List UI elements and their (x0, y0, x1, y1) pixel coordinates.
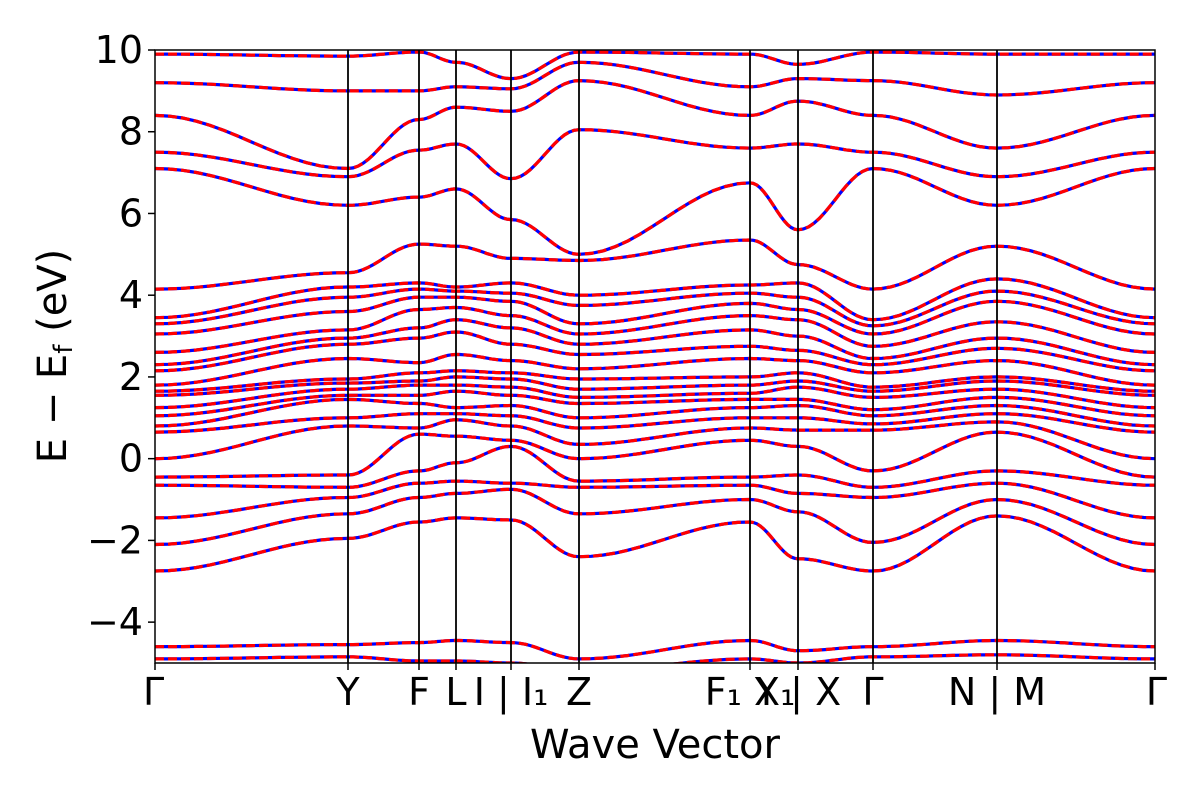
band-line-red (155, 638, 1155, 661)
x-tick-label: L (445, 670, 466, 714)
y-axis-label-main: E − E (30, 354, 76, 464)
x-tick-label: Γ (1146, 670, 1167, 714)
band-line-red (155, 50, 1155, 81)
band-line-blue (155, 287, 1155, 328)
bands-layer (155, 50, 1155, 663)
x-tick-label: Y | X (754, 670, 841, 715)
y-tick-label: −4 (87, 600, 143, 644)
band-line-red (155, 430, 1155, 479)
high-symmetry-lines (347, 50, 998, 663)
y-tick-label: 2 (119, 355, 143, 399)
band-line-red (155, 444, 1155, 489)
x-tick-label: F₁ X₁ (705, 670, 795, 714)
y-tick-label: 8 (119, 110, 143, 154)
band-line-blue (155, 166, 1155, 256)
x-tick-label: N | M (948, 670, 1046, 715)
band-line-blue (155, 514, 1155, 573)
band-line-red (155, 60, 1155, 97)
y-axis-label: E − Ef (eV) (30, 249, 79, 464)
x-tick-label: Z (566, 670, 592, 714)
y-tick-label: −2 (87, 518, 143, 562)
y-tick-label: 4 (119, 273, 143, 317)
y-tick-label: 0 (119, 437, 143, 481)
x-tick-label: I | I₁ (474, 670, 549, 715)
band-line-red (155, 128, 1155, 181)
band-line-red (155, 375, 1155, 397)
band-line-red (155, 389, 1155, 418)
band-line-red (155, 418, 1155, 461)
band-line-red (155, 397, 1155, 428)
band-line-red (155, 287, 1155, 328)
band-line-red (155, 412, 1155, 434)
y-tick-label: 10 (95, 28, 143, 72)
band-line-red (155, 514, 1155, 573)
x-axis-label: Wave Vector (530, 722, 781, 768)
x-tick-label: Γ (143, 670, 164, 714)
band-line-red (155, 166, 1155, 256)
band-line-red (155, 383, 1155, 410)
x-tick-label: Y (335, 670, 360, 714)
band-line-red (155, 369, 1155, 393)
x-tick-label: Γ (862, 670, 883, 714)
y-tick-label: 6 (119, 191, 143, 235)
y-axis-label-unit: (eV) (30, 249, 76, 345)
y-axis-label-sub: f (49, 344, 79, 354)
y-axis: −4 −2 0 2 4 6 8 10 (87, 28, 155, 644)
band-line-red (155, 653, 1155, 663)
plot-frame (154, 49, 1156, 664)
band-line-blue (155, 238, 1155, 291)
x-tick-label: F (408, 670, 430, 714)
band-line-blue (155, 418, 1155, 461)
band-line-red (155, 352, 1155, 387)
